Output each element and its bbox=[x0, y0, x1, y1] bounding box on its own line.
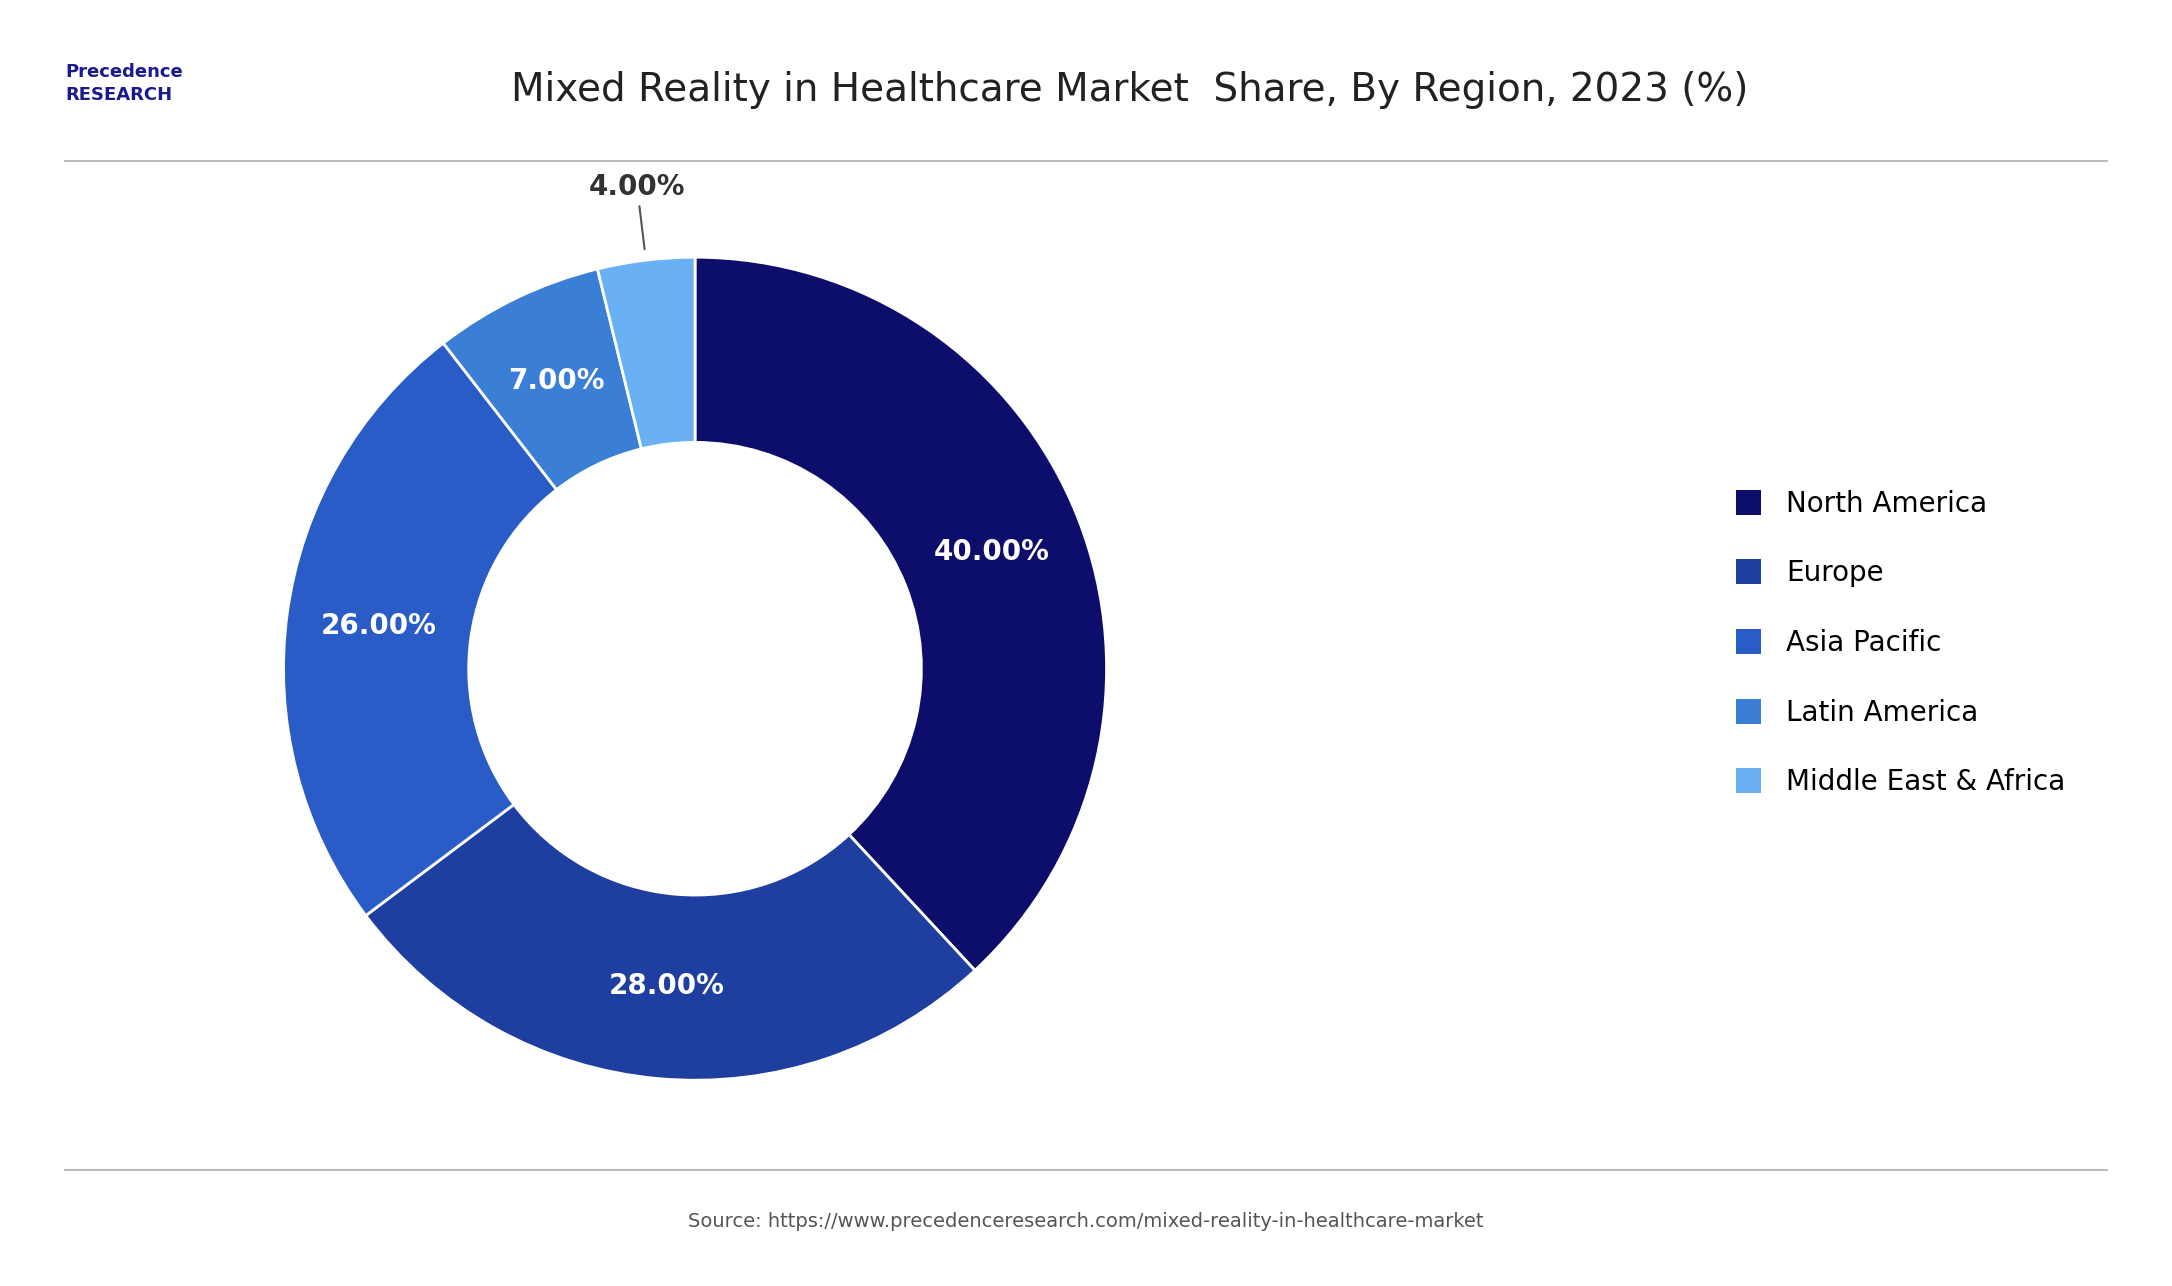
Wedge shape bbox=[285, 343, 556, 916]
Wedge shape bbox=[597, 257, 695, 449]
Text: 4.00%: 4.00% bbox=[589, 172, 686, 249]
Text: 26.00%: 26.00% bbox=[321, 612, 437, 640]
Text: 40.00%: 40.00% bbox=[934, 539, 1049, 566]
Legend: North America, Europe, Asia Pacific, Latin America, Middle East & Africa: North America, Europe, Asia Pacific, Lat… bbox=[1707, 462, 2094, 824]
Wedge shape bbox=[365, 805, 975, 1080]
Text: 7.00%: 7.00% bbox=[508, 368, 606, 395]
Text: Source: https://www.precedenceresearch.com/mixed-reality-in-healthcare-market: Source: https://www.precedenceresearch.c… bbox=[689, 1213, 1483, 1231]
Text: 28.00%: 28.00% bbox=[608, 972, 725, 1001]
Text: Mixed Reality in Healthcare Market  Share, By Region, 2023 (%): Mixed Reality in Healthcare Market Share… bbox=[510, 71, 1748, 109]
Text: Precedence
RESEARCH: Precedence RESEARCH bbox=[65, 63, 182, 104]
Wedge shape bbox=[695, 257, 1106, 971]
Wedge shape bbox=[443, 269, 641, 490]
